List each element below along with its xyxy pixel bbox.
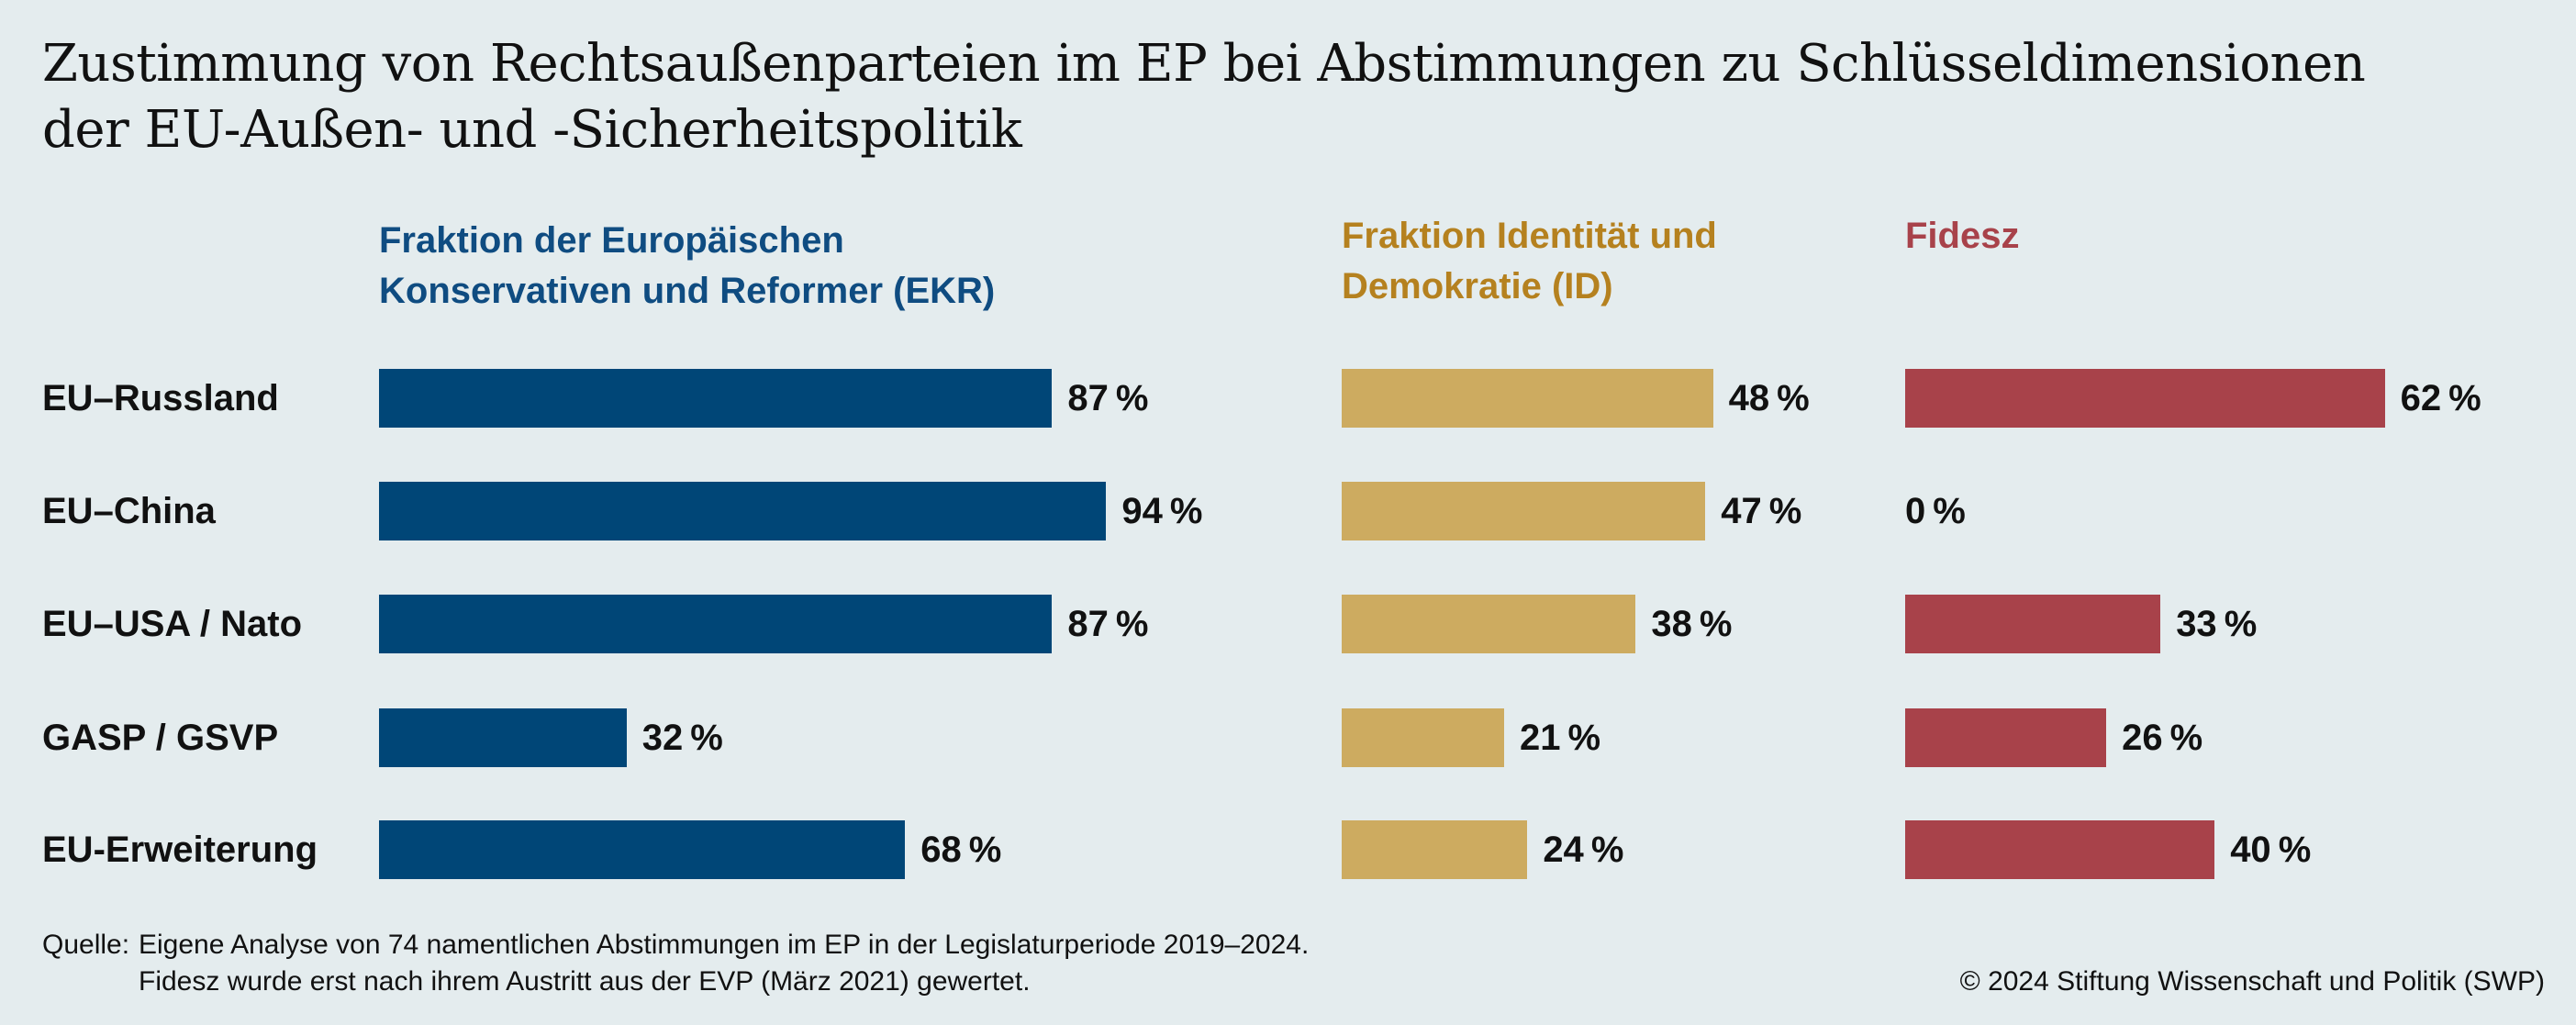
series-title-line: Fraktion Identität und xyxy=(1342,216,1717,256)
chart-title-line-2: der EU-Außen- und -Sicherheitspolitik xyxy=(42,100,1022,160)
category-label: EU–Russland xyxy=(42,378,279,418)
bar xyxy=(1905,595,2161,653)
bar xyxy=(1905,369,2385,428)
series-title: Fraktion Identität und Demokratie (ID) xyxy=(1342,211,1717,312)
bar xyxy=(1342,595,1636,653)
category-label: EU-Erweiterung xyxy=(42,830,318,870)
source-note: Quelle: Eigene Analyse von 74 namentlich… xyxy=(42,927,1309,1000)
category-label: GASP / GSVP xyxy=(42,718,279,758)
category-label: EU–China xyxy=(42,491,216,531)
data-label: 47 % xyxy=(1721,491,1802,531)
bar xyxy=(1905,708,2107,767)
data-label: 87 % xyxy=(1067,604,1149,644)
bar xyxy=(379,369,1053,428)
source-line-2: Fidesz wurde erst nach ihrem Austritt au… xyxy=(139,966,1031,997)
series-title-line: Demokratie (ID) xyxy=(1342,266,1613,306)
bar xyxy=(1342,369,1713,428)
series-title-line: Fidesz xyxy=(1905,216,2020,256)
data-label: 38 % xyxy=(1651,604,1733,644)
source-label: Quelle: xyxy=(42,930,130,960)
bar xyxy=(1342,820,1528,879)
bar xyxy=(1342,482,1706,540)
data-label: 87 % xyxy=(1067,378,1149,418)
data-label: 26 % xyxy=(2122,718,2203,758)
data-label: 32 % xyxy=(641,718,723,758)
series-title: Fraktion der Europäischen Konservativen u… xyxy=(379,216,995,317)
category-label: EU–USA / Nato xyxy=(42,604,303,644)
data-label: 48 % xyxy=(1728,378,1810,418)
bar xyxy=(1905,820,2215,879)
source-line-1: Eigene Analyse von 74 namentlichen Absti… xyxy=(139,930,1310,960)
copyright-note: © 2024 Stiftung Wissenschaft und Politik… xyxy=(1959,966,2545,997)
data-label: 68 % xyxy=(920,830,1002,870)
series-title-line: Konservativen und Reformer (EKR) xyxy=(379,271,996,311)
data-label: 62 % xyxy=(2400,378,2481,418)
bar xyxy=(1342,708,1505,767)
data-label: 24 % xyxy=(1543,830,1624,870)
data-label: 21 % xyxy=(1520,718,1601,758)
bar xyxy=(379,820,906,879)
data-label: 33 % xyxy=(2176,604,2258,644)
bar xyxy=(379,482,1107,540)
series-title: Fidesz xyxy=(1905,211,2019,262)
chart-title: Zustimmung von Rechtsaußenparteien im EP… xyxy=(42,31,2520,163)
series-title-line: Fraktion der Europäischen xyxy=(379,220,844,261)
data-label: 94 % xyxy=(1121,491,1203,531)
data-label: 40 % xyxy=(2230,830,2312,870)
data-label: 0 % xyxy=(1905,491,1966,531)
bar xyxy=(379,595,1053,653)
chart-title-line-1: Zustimmung von Rechtsaußenparteien im EP… xyxy=(42,34,2366,94)
bar xyxy=(379,708,627,767)
